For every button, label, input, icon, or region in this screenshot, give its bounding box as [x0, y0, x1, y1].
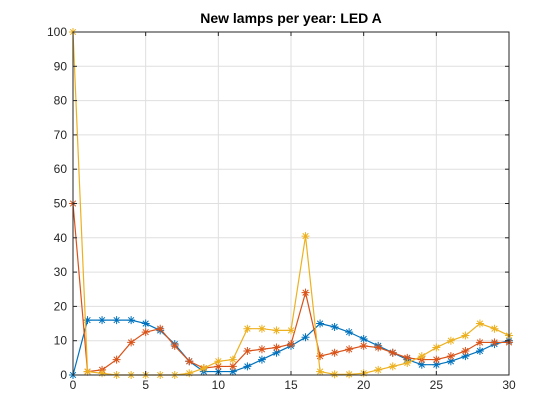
data-point-marker: [359, 341, 368, 350]
data-point-marker: [417, 360, 426, 369]
data-point-marker: [243, 324, 252, 333]
data-point-marker: [287, 340, 295, 349]
data-point-marker: [432, 355, 441, 364]
tick-marks: [72, 31, 510, 376]
data-point-marker: [257, 324, 266, 333]
data-point-marker: [243, 362, 252, 371]
data-point-marker: [374, 365, 383, 374]
data-point-marker: [287, 326, 295, 335]
y-tick-label: 60: [54, 162, 68, 176]
data-point-marker: [388, 348, 397, 357]
data-point-marker: [141, 319, 150, 328]
data-point-marker: [83, 316, 92, 325]
data-point-marker: [214, 362, 223, 371]
data-point-marker: [112, 316, 121, 325]
data-point-marker: [316, 367, 325, 376]
x-tick-label: 15: [284, 378, 298, 392]
data-point-marker: [112, 355, 121, 364]
data-point-marker: [330, 348, 339, 357]
data-point-marker: [141, 328, 150, 337]
data-point-marker: [243, 346, 252, 355]
data-point-marker: [301, 288, 310, 297]
data-point-marker: [461, 352, 470, 361]
data-point-marker: [272, 348, 281, 357]
y-tick-label: 0: [60, 368, 67, 382]
data-point-marker: [98, 316, 107, 325]
data-point-marker: [257, 355, 266, 364]
data-point-marker: [83, 367, 92, 376]
data-point-marker: [330, 370, 339, 379]
data-point-marker: [170, 341, 179, 350]
data-point-marker: [228, 362, 237, 371]
data-point-marker: [403, 353, 412, 362]
data-point-marker: [432, 360, 441, 369]
x-tick-label: 30: [502, 378, 516, 392]
data-point-marker: [446, 336, 455, 345]
data-point-marker: [214, 357, 223, 366]
data-point-marker: [156, 324, 165, 333]
data-point-marker: [257, 345, 266, 354]
y-tick-label: 10: [54, 334, 68, 348]
y-tick-label: 20: [54, 299, 68, 313]
data-point-marker: [301, 232, 310, 241]
data-point-marker: [403, 358, 412, 367]
x-tick-labels: 0 5 10 15 20 25 30: [70, 378, 516, 392]
data-point-marker: [345, 345, 354, 354]
data-point-marker: [228, 355, 237, 364]
x-tick-label: 5: [142, 378, 149, 392]
y-tick-label: 100: [47, 25, 67, 39]
data-point-marker: [127, 338, 136, 347]
data-point-marker: [417, 352, 426, 361]
y-tick-label: 30: [54, 265, 68, 279]
data-point-marker: [330, 322, 339, 331]
data-point-marker: [359, 334, 368, 343]
data-point-marker: [446, 352, 455, 361]
data-point-marker: [272, 343, 281, 352]
data-point-marker: [475, 338, 484, 347]
data-point-marker: [199, 364, 208, 373]
data-point-marker: [446, 357, 455, 366]
data-point-marker: [475, 346, 484, 355]
data-point-marker: [388, 362, 397, 371]
y-tick-label: 40: [54, 231, 68, 245]
x-tick-label: 10: [212, 378, 226, 392]
data-point-marker: [345, 328, 354, 337]
data-point-marker: [374, 343, 383, 352]
data-point-marker: [316, 352, 325, 361]
data-point-marker: [490, 338, 499, 347]
data-point-marker: [490, 324, 499, 333]
data-point-marker: [461, 331, 470, 340]
data-point-marker: [185, 357, 194, 366]
x-tick-label: 20: [357, 378, 371, 392]
y-tick-labels: 0 10 20 30 40 50 60 70 80 90 100: [47, 25, 67, 382]
y-tick-label: 90: [54, 59, 68, 73]
data-point-marker: [475, 319, 484, 328]
data-point-marker: [345, 370, 354, 379]
data-point-marker: [316, 319, 325, 328]
y-tick-label: 80: [54, 94, 68, 108]
data-point-marker: [185, 369, 194, 378]
y-tick-label: 70: [54, 128, 68, 142]
data-point-marker: [127, 316, 136, 325]
x-tick-label: 25: [430, 378, 444, 392]
x-tick-label: 0: [70, 378, 77, 392]
data-point-marker: [98, 369, 107, 378]
data-point-marker: [301, 333, 310, 342]
data-point-marker: [272, 326, 281, 335]
y-tick-label: 50: [54, 197, 68, 211]
data-point-marker: [432, 343, 441, 352]
data-point-marker: [228, 367, 237, 376]
chart-title: New lamps per year: LED A: [200, 10, 382, 26]
data-point-marker: [461, 346, 470, 355]
